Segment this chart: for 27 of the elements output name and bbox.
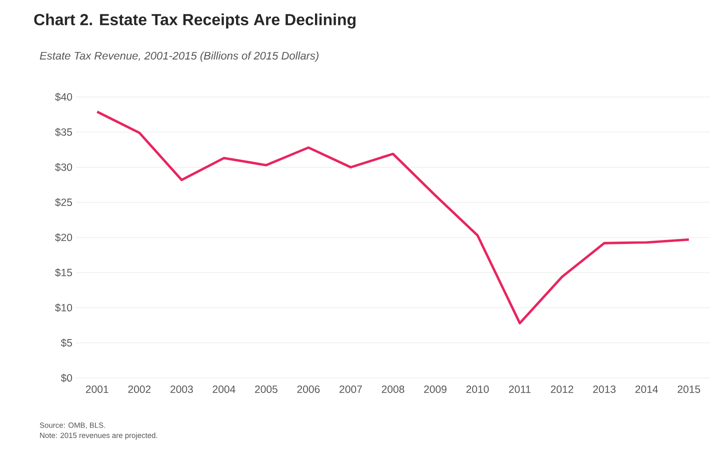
x-tick-label: 2004	[212, 386, 236, 393]
y-tick-label: $20	[55, 233, 72, 242]
x-tick-label: 2010	[466, 386, 489, 393]
y-tick-label: $35	[55, 128, 72, 136]
x-tick-label: 2001	[86, 386, 108, 393]
y-tick-label: $5	[60, 338, 72, 348]
y-tick-label: $25	[55, 198, 72, 207]
x-tick-label: 2003	[170, 386, 193, 393]
line-series	[96, 110, 690, 324]
x-tick-label: 2002	[128, 386, 151, 393]
y-tick-label: $40	[55, 92, 72, 102]
chart-title: Chart 2. Estate Tax Receipts Are Declining	[34, 14, 356, 29]
x-tick-label: 2005	[255, 386, 278, 393]
x-tick-label: 2015	[678, 386, 700, 393]
x-tick-label: 2011	[509, 386, 531, 393]
x-tick-label: 2008	[382, 386, 404, 393]
x-tick-label: 2007	[340, 386, 362, 393]
x-tick-label: 2009	[424, 386, 446, 393]
y-tick-label: $0	[60, 374, 72, 382]
x-tick-label: 2014	[635, 386, 658, 393]
y-tick-label: $10	[55, 304, 72, 312]
x-tick-label: 2013	[593, 386, 616, 393]
y-tick-label: $30	[55, 163, 72, 172]
chart-subtitle: Estate Tax Revenue, 2001-2015 (Billions of 2015 Dollars)	[40, 52, 318, 62]
x-tick-label: 2012	[550, 386, 574, 393]
x-tick-label: 2006	[297, 386, 320, 393]
y-tick-label: $15	[55, 268, 72, 277]
